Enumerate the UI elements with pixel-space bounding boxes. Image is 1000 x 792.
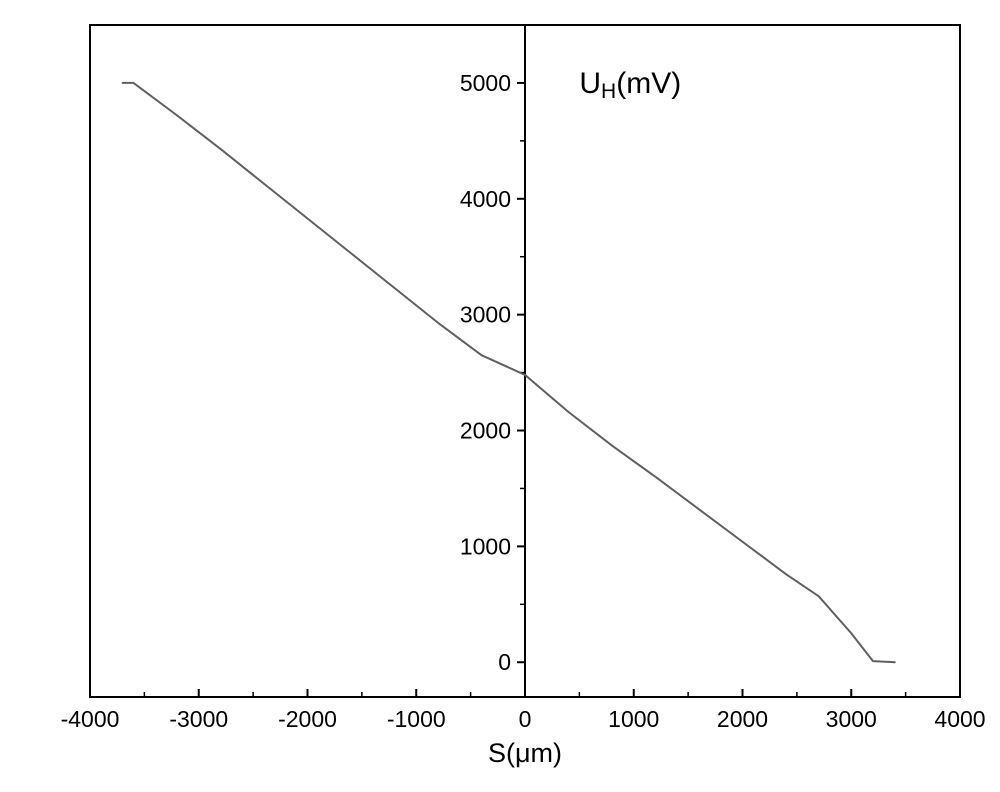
y-tick-label: 3000 <box>460 302 511 328</box>
x-tick-label: 3000 <box>826 706 877 732</box>
y-tick-label: 2000 <box>460 418 511 444</box>
x-tick-label: 4000 <box>934 706 985 732</box>
y-tick-label: 1000 <box>460 533 511 559</box>
y-axis-label: UH(mV) <box>579 67 681 103</box>
chart-svg: -4000 -3000 -2000 -1000 0 1000 2000 3000 4000 S(μ… <box>0 0 1000 792</box>
x-axis-label: S(μm) <box>488 738 562 768</box>
x-tick-label: 2000 <box>717 706 768 732</box>
x-tick-label: -1000 <box>387 706 446 732</box>
x-tick-label: -2000 <box>278 706 337 732</box>
x-tick-label: -4000 <box>61 706 120 732</box>
line-chart: -4000 -3000 -2000 -1000 0 1000 2000 3000 4000 S(μ… <box>0 0 1000 792</box>
x-tick-label: 1000 <box>608 706 659 732</box>
y-tick-label: 0 <box>498 649 511 675</box>
x-tick-label: 0 <box>519 706 532 732</box>
x-tick-label: -3000 <box>169 706 228 732</box>
y-tick-label: 4000 <box>460 186 511 212</box>
y-tick-label: 5000 <box>460 70 511 96</box>
